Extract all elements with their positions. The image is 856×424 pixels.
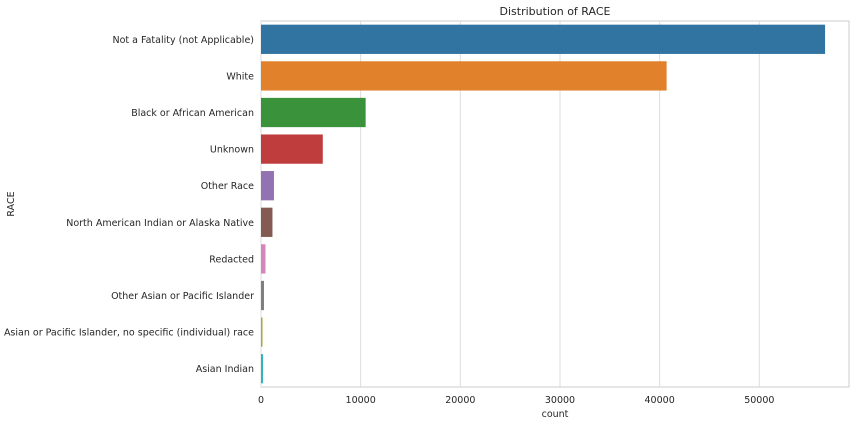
y-tick-label: Black or African American: [131, 108, 254, 119]
y-tick-label: Not a Fatality (not Applicable): [113, 35, 255, 46]
bar: [261, 244, 266, 274]
bar: [261, 97, 366, 128]
y-tick-labels: Not a Fatality (not Applicable) White Blac…: [4, 35, 254, 375]
x-tick-label: 20000: [445, 395, 475, 406]
x-tick-label: 0: [258, 395, 264, 406]
bar: [261, 171, 274, 201]
bars-group: [261, 24, 826, 384]
y-tick-label: Asian Indian: [196, 364, 254, 375]
chart-title: Distribution of RACE: [500, 5, 611, 18]
x-axis-label: count: [542, 409, 569, 420]
bar: [261, 354, 263, 384]
x-tick-labels: 0 10000 20000 30000 40000 50000: [258, 395, 774, 406]
y-tick-label: Other Race: [201, 181, 254, 192]
bar: [261, 207, 273, 237]
x-tick-label: 10000: [346, 395, 376, 406]
bar: [261, 61, 667, 91]
x-tick-label: 50000: [744, 395, 774, 406]
bar: [261, 24, 826, 54]
bar: [261, 317, 263, 347]
y-tick-label: Redacted: [209, 254, 254, 265]
y-tick-label: North American Indian or Alaska Native: [66, 218, 254, 229]
x-tick-label: 40000: [645, 395, 675, 406]
y-tick-label: Other Asian or Pacific Islander: [111, 291, 254, 302]
bar: [261, 280, 264, 311]
bar: [261, 134, 323, 164]
y-axis-label: RACE: [6, 191, 17, 216]
y-tick-label: White: [226, 71, 254, 82]
y-tick-label: Unknown: [210, 145, 254, 156]
x-tick-label: 30000: [545, 395, 575, 406]
y-tick-label: Asian or Pacific Islander, no specific (…: [4, 328, 254, 339]
